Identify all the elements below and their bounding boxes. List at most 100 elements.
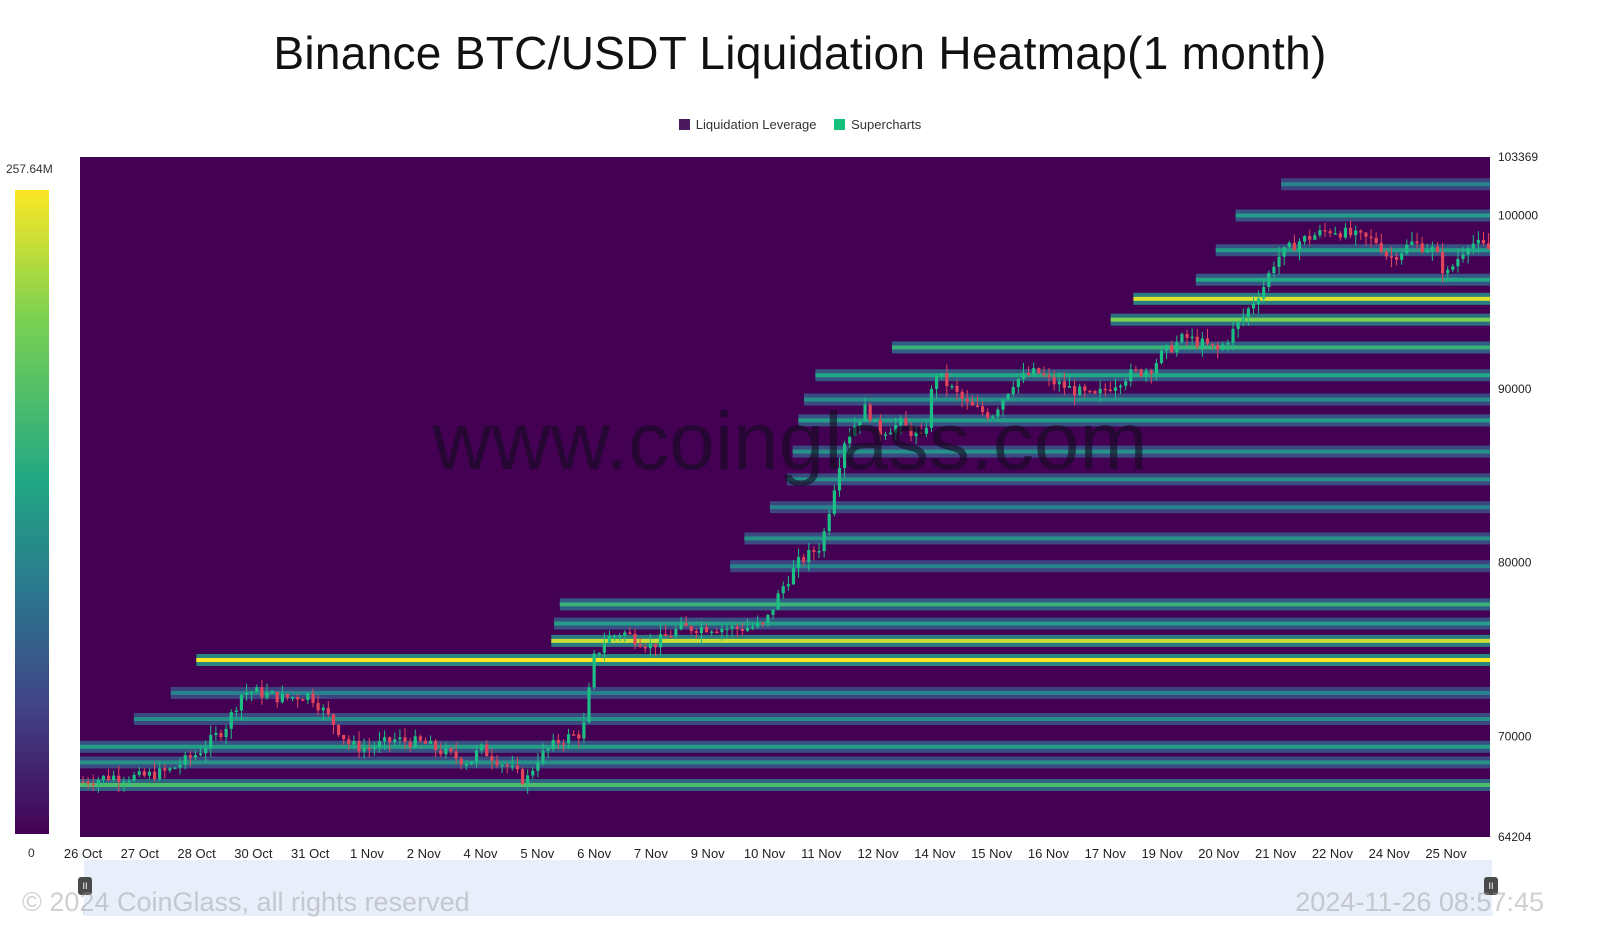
candle-body [986, 412, 990, 418]
liquidation-band [744, 536, 1490, 541]
liquidation-band [769, 505, 1490, 510]
candle-body [853, 425, 857, 436]
candle-body [776, 593, 780, 610]
candle-body [561, 743, 566, 745]
candle-body [1042, 373, 1046, 376]
candle-body [469, 761, 474, 765]
candle-body [674, 629, 678, 637]
candle-body [1144, 370, 1148, 376]
candle-body [730, 626, 734, 629]
range-navigator[interactable] [84, 860, 1492, 916]
liquidation-band [798, 418, 1490, 423]
candle-body [377, 741, 382, 748]
candle-body [372, 747, 376, 749]
candle-body [265, 692, 269, 698]
candle-body [132, 774, 136, 781]
candle-body [367, 747, 371, 750]
x-tick-label: 6 Nov [577, 846, 611, 861]
candle-body [577, 734, 581, 739]
candle-body [388, 737, 392, 743]
legend-label: Liquidation Leverage [695, 117, 817, 132]
candle-body [198, 753, 203, 756]
x-tick-label: 15 Nov [971, 846, 1013, 861]
x-tick-label: 10 Nov [744, 846, 786, 861]
x-tick-label: 28 Oct [177, 846, 216, 861]
candle-body [183, 755, 187, 765]
liquidation-band [196, 657, 1490, 662]
candle-body [1518, 325, 1521, 327]
candle-body [1282, 247, 1286, 257]
candle-body [285, 694, 290, 698]
candle-body [991, 416, 995, 419]
candle-body [158, 768, 162, 780]
candle-body [81, 781, 85, 784]
candle-body [955, 385, 959, 392]
candle-body [842, 443, 847, 469]
candle-body [735, 626, 739, 630]
candle-body [1486, 243, 1490, 250]
candle-body [858, 421, 862, 426]
candle-body [633, 633, 637, 645]
candle-body [720, 628, 724, 633]
candle-body [940, 373, 944, 377]
candle-body [1287, 242, 1291, 248]
candle-body [1221, 344, 1225, 350]
candle-body [91, 783, 95, 786]
candle-body [1149, 370, 1153, 374]
candle-body [336, 724, 341, 736]
candle-body [945, 373, 949, 387]
candle-body [173, 767, 177, 770]
candle-body [1451, 266, 1455, 270]
candle-body [996, 409, 1000, 417]
candle-body [1062, 381, 1066, 388]
candle-body [1047, 375, 1051, 378]
navigator-left-handle[interactable]: II [78, 877, 92, 895]
candle-body [1400, 253, 1404, 260]
candle-body [393, 739, 397, 743]
navigator-right-handle[interactable]: II [1484, 877, 1498, 895]
candle-body [1067, 385, 1072, 388]
candle-body [1297, 241, 1302, 251]
x-tick-label: 4 Nov [464, 846, 498, 861]
candle-body [428, 740, 433, 744]
x-tick-label: 22 Nov [1312, 846, 1354, 861]
candle-body [500, 764, 504, 767]
candle-body [1343, 227, 1348, 238]
x-tick-label: 27 Oct [121, 846, 160, 861]
candle-body [812, 549, 816, 553]
legend-label: Supercharts [851, 117, 922, 132]
legend-item-liquidation-leverage[interactable]: Liquidation Leverage [678, 117, 817, 132]
x-tick-label: 21 Nov [1255, 846, 1297, 861]
candle-body [689, 626, 693, 632]
candle-body [796, 557, 801, 569]
candle-body [863, 404, 867, 422]
candle-body [296, 696, 300, 700]
candle-body [347, 739, 351, 745]
candle-body [418, 736, 422, 741]
y-tick-label: 103369 [1498, 150, 1538, 164]
candle-body [127, 780, 131, 783]
candle-body [515, 765, 520, 770]
candle-body [715, 631, 719, 634]
candle-body [413, 736, 417, 748]
liquidation-band [1195, 277, 1490, 282]
candle-body [1292, 242, 1296, 251]
candle-body [510, 765, 514, 768]
x-tick-label: 2 Nov [407, 846, 441, 861]
x-tick-label: 11 Nov [801, 846, 842, 861]
liquidation-band [170, 690, 1490, 695]
y-tick-label: 100000 [1498, 208, 1538, 222]
candle-body [152, 771, 157, 780]
candle-body [1037, 368, 1041, 374]
legend-item-supercharts[interactable]: Supercharts [834, 117, 921, 132]
candle-body [551, 739, 555, 749]
liquidation-band [792, 449, 1490, 454]
candle-body [1083, 386, 1087, 391]
y-tick-label: 80000 [1498, 556, 1532, 570]
candle-body [1205, 338, 1210, 344]
candle-body [362, 747, 366, 752]
candle-body [454, 751, 458, 759]
candle-body [1011, 387, 1015, 394]
candle-body [1032, 368, 1036, 375]
